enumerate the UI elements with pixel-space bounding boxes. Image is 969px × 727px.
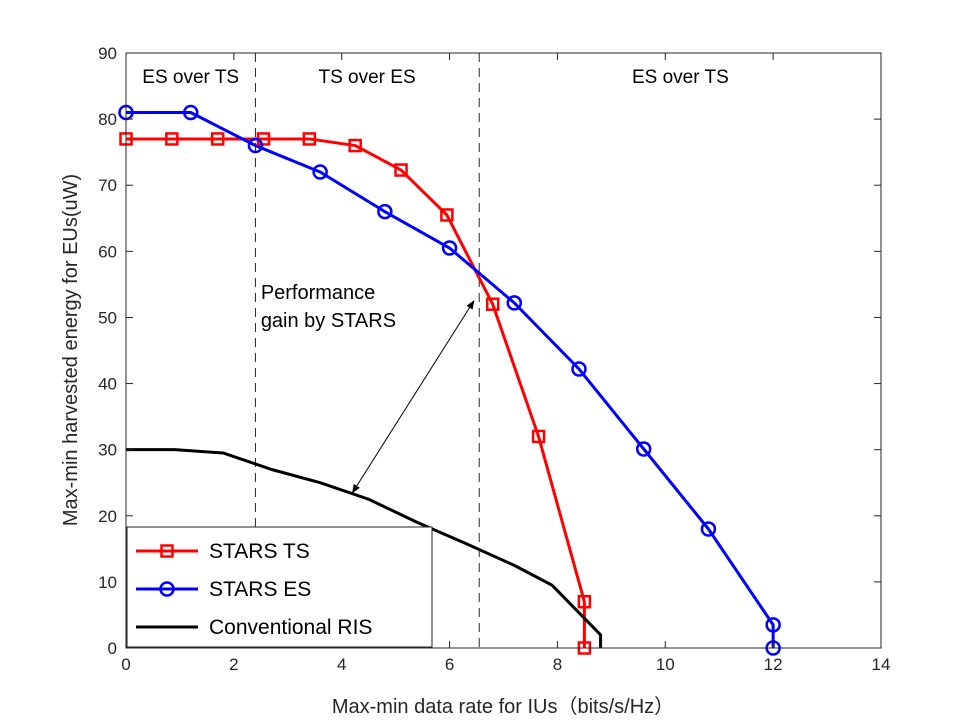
data-point-stars-ts bbox=[394, 163, 408, 177]
series-lines bbox=[126, 111, 775, 648]
data-point-stars-ts bbox=[210, 132, 225, 146]
data-point-stars-es bbox=[247, 137, 264, 154]
data-point-stars-es bbox=[441, 240, 458, 256]
x-tick-label: 0 bbox=[121, 655, 130, 674]
y-tick-label: 60 bbox=[98, 242, 117, 261]
x-axis-label: Max-min data rate for IUs（bits/s/Hz） bbox=[332, 695, 674, 718]
legend-items: STARS TS STARS ES Conventional RIS bbox=[136, 540, 372, 639]
y-tick-label: 10 bbox=[98, 573, 117, 592]
y-tick-label: 80 bbox=[98, 110, 117, 129]
x-tick-label: 6 bbox=[445, 655, 454, 674]
data-point-stars-es bbox=[506, 295, 523, 311]
y-tick-label: 0 bbox=[108, 639, 117, 658]
annotation-arrow bbox=[352, 300, 475, 494]
legend-label: STARS TS bbox=[209, 540, 310, 563]
data-point-stars-es bbox=[571, 361, 587, 377]
y-tick-label: 50 bbox=[98, 308, 117, 327]
data-point-stars-es bbox=[635, 441, 652, 457]
x-tick-label: 4 bbox=[337, 655, 346, 674]
legend-marker-circle bbox=[159, 581, 175, 597]
region-label: TS over ES bbox=[318, 67, 415, 88]
x-axis-ticks: 0 2 4 6 8 10 12 14 bbox=[121, 53, 890, 674]
data-point-stars-es bbox=[312, 164, 328, 180]
region-label: ES over TS bbox=[142, 67, 239, 88]
x-tick-label: 8 bbox=[553, 655, 562, 674]
data-point-stars-ts bbox=[348, 138, 362, 153]
plot-frame bbox=[125, 52, 882, 649]
data-point-stars-es bbox=[700, 521, 717, 537]
data-point-stars-es bbox=[182, 104, 199, 121]
y-axis-label: Max-min harvested energy for EUs(uW) bbox=[60, 174, 82, 526]
data-point-stars-ts bbox=[485, 297, 500, 311]
y-tick-label: 90 bbox=[98, 44, 117, 63]
legend: STARS TS STARS ES Conventional RIS bbox=[126, 526, 433, 648]
annotation-label-line2: gain by STARS bbox=[261, 310, 396, 332]
y-tick-label: 40 bbox=[98, 375, 117, 394]
legend-label: STARS ES bbox=[209, 578, 311, 601]
x-tick-label: 2 bbox=[229, 655, 238, 674]
data-point-stars-es bbox=[377, 203, 393, 220]
y-tick-label: 70 bbox=[98, 176, 117, 195]
data-point-stars-ts bbox=[440, 208, 454, 222]
region-labels: ES over TS TS over ES ES over TS bbox=[142, 67, 728, 88]
series-line-stars-ts bbox=[126, 137, 586, 648]
data-point-stars-ts bbox=[577, 594, 592, 609]
y-tick-label: 20 bbox=[98, 507, 117, 526]
data-point-stars-ts bbox=[165, 132, 179, 146]
annotation: Performance gain by STARS bbox=[261, 282, 475, 494]
region-label: ES over TS bbox=[632, 67, 729, 88]
x-tick-label: 12 bbox=[764, 655, 783, 674]
annotation-label-line1: Performance bbox=[261, 282, 376, 304]
y-axis-ticks: 0 10 20 30 40 50 60 70 80 90 bbox=[98, 44, 881, 658]
data-point-stars-ts bbox=[302, 132, 317, 146]
x-tick-label: 10 bbox=[656, 655, 675, 674]
data-point-stars-es bbox=[765, 617, 781, 633]
x-tick-label: 14 bbox=[872, 655, 891, 674]
data-point-stars-ts bbox=[531, 429, 546, 444]
series-line-conventional-ris bbox=[126, 448, 603, 648]
y-tick-label: 30 bbox=[98, 441, 117, 460]
series-line-stars-es bbox=[126, 111, 775, 648]
legend-label: Conventional RIS bbox=[209, 616, 372, 639]
legend-marker-square bbox=[160, 544, 174, 558]
